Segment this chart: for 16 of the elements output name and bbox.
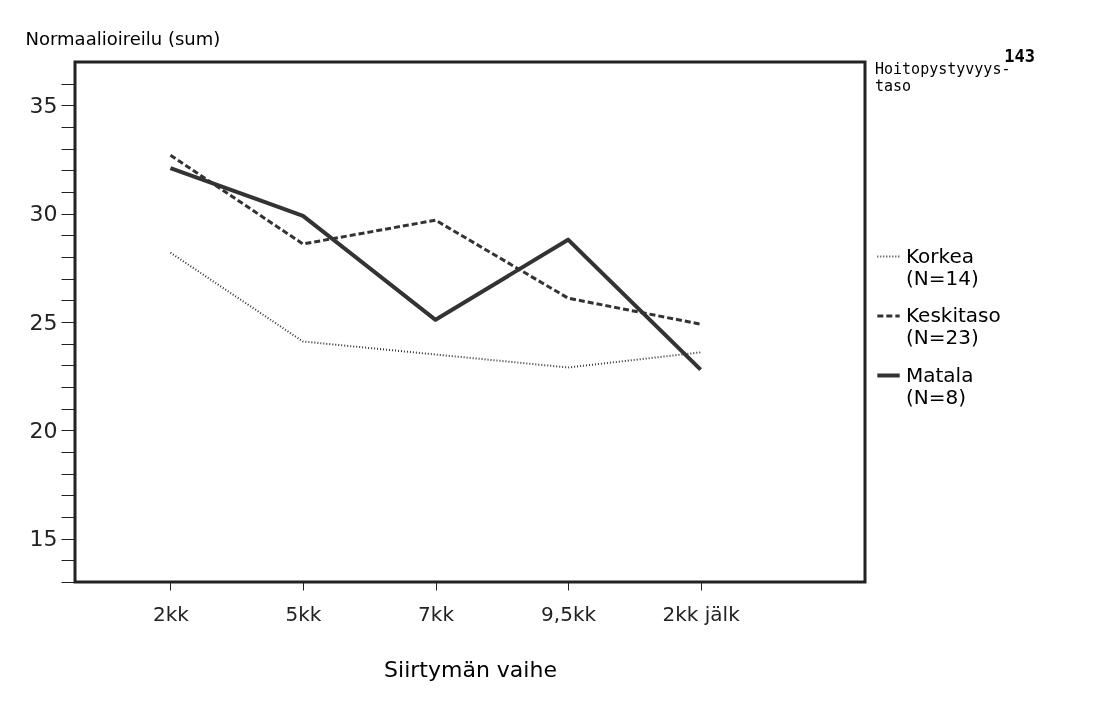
x-tick-label: 7kk	[418, 601, 455, 626]
x-tick-label: 2kk jälk	[662, 601, 741, 626]
y-tick-label: 15	[29, 526, 58, 552]
legend-label: Keskitaso (N=23)	[906, 303, 1001, 349]
x-tick-label: 9,5kk	[541, 601, 597, 626]
x-tick-label: 2kk	[152, 601, 190, 626]
legend-label: Korkea (N=14)	[906, 243, 979, 290]
y-axis-title: Normaalioireilu (sum)	[25, 27, 221, 49]
x-tick-label: 5kk	[285, 601, 322, 626]
x-axis-title: Siirtymän vaihe	[384, 656, 557, 682]
text: 143	[1004, 46, 1035, 66]
legend-label: Matala (N=8)	[906, 362, 974, 409]
y-tick-label: 20	[29, 417, 58, 443]
y-tick-label: 25	[29, 309, 58, 335]
y-tick-label: 30	[29, 201, 58, 227]
y-tick-label: 35	[29, 92, 58, 118]
